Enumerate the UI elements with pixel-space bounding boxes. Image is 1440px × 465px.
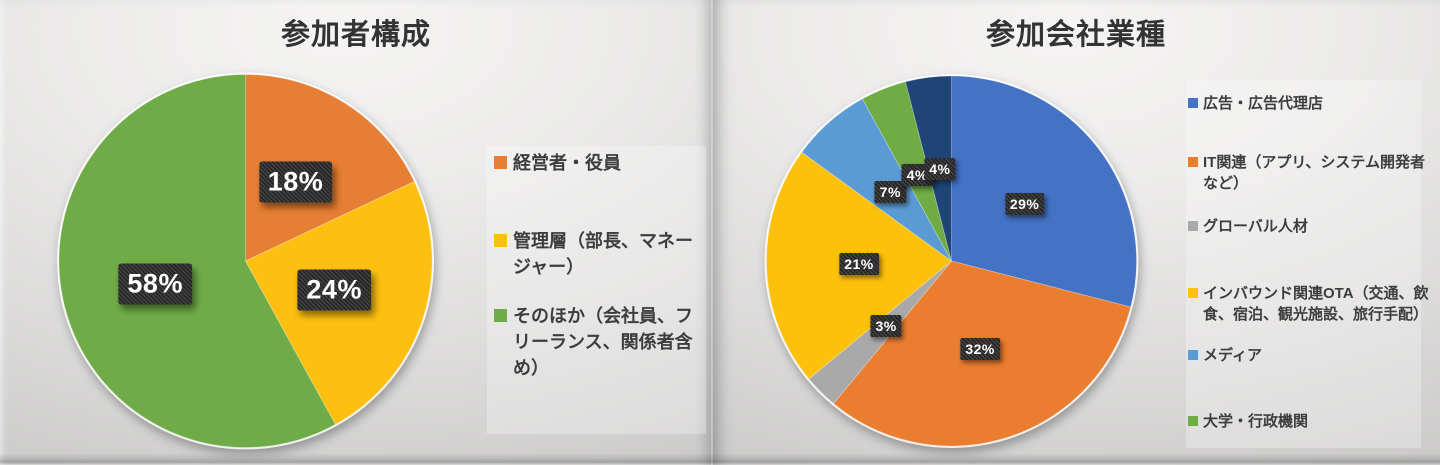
legend-swatch <box>494 309 507 322</box>
pie-data-label: 18% <box>258 161 333 203</box>
legend-label: メディア <box>1203 347 1262 364</box>
legend-label: 管理層（部長、マネージャー） <box>513 231 693 277</box>
pie-label-layer: 29% 32% 3% 21% 7% 4% 4% <box>712 0 1440 465</box>
legend-item: 大学・行政機関 <box>1188 411 1432 432</box>
legend-item: 管理層（部長、マネージャー） <box>494 228 709 280</box>
legend-industries: 広告・広告代理店 IT関連（アプリ、システム開発者など） グローバル人材インバウンド… <box>1188 93 1432 453</box>
legend-item: IT関連（アプリ、システム開発者など） <box>1188 152 1432 194</box>
legend-item: 経営者・役員 <box>494 150 709 176</box>
slide-participant-composition: 参加者構成 18% 24% 58% 経営者・役員管理層（部長、マネージャー） そのほか… <box>0 0 712 465</box>
pie-data-label: 58% <box>118 263 192 305</box>
legend-swatch <box>1188 157 1198 167</box>
pie-data-label: 4% <box>924 158 956 181</box>
pie-slice <box>951 75 1137 308</box>
legend-swatch <box>1188 350 1198 360</box>
chart-title-participants: 参加者構成 <box>280 19 431 51</box>
pie-data-label: 7% <box>874 180 906 203</box>
pie-data-label: 24% <box>297 269 371 311</box>
legend-item: メディア <box>1188 345 1432 366</box>
pie-data-label: 21% <box>839 252 879 275</box>
legend-label: 広告・広告代理店 <box>1203 95 1324 112</box>
legend-item: 広告・広告代理店 <box>1188 93 1432 114</box>
legend-swatch <box>494 234 507 247</box>
pie-label-layer: 18% 24% 58% <box>0 0 712 465</box>
legend-label: 経営者・役員 <box>513 153 621 173</box>
legend-swatch <box>494 156 507 169</box>
pie-data-label: 32% <box>960 338 1000 360</box>
legend-label: インバウンド関連OTA（交通、飲食、宿泊、観光施設、旅行手配） <box>1203 285 1429 323</box>
legend-item: グローバル人材 <box>1188 216 1432 237</box>
pie-data-label: 29% <box>1004 193 1045 216</box>
pie-chart-participants <box>57 72 434 450</box>
legend-item: インバウンド関連OTA（交通、飲食、宿泊、観光施設、旅行手配） <box>1188 283 1432 325</box>
legend-label: 大学・行政機関 <box>1203 413 1309 430</box>
legend-participants: 経営者・役員管理層（部長、マネージャー） そのほか（会社員、フリーランス、関係者含… <box>494 150 709 400</box>
chart-title-industries: 参加会社業種 <box>985 19 1166 51</box>
pie-data-label: 3% <box>870 315 902 338</box>
legend-label: そのほか（会社員、フリーランス、関係者含め） <box>513 306 693 378</box>
legend-swatch <box>1188 416 1198 426</box>
legend-swatch <box>1188 221 1198 231</box>
legend-swatch <box>1188 288 1198 298</box>
legend-panel <box>487 146 706 434</box>
legend-label: グローバル人材 <box>1203 218 1308 235</box>
legend-item: そのほか（会社員、フリーランス、関係者含め） <box>494 303 709 381</box>
slide-company-industries: 参加会社業種 29% 32% 3% 21% 7% 4% 4% 広告・広告代理店 IT関連（アプ… <box>712 0 1440 465</box>
legend-swatch <box>1188 98 1198 108</box>
legend-panel <box>1186 80 1421 448</box>
legend-label: IT関連（アプリ、システム開発者など） <box>1203 154 1425 192</box>
pie-slice <box>801 98 952 262</box>
pie-slice <box>58 74 336 448</box>
